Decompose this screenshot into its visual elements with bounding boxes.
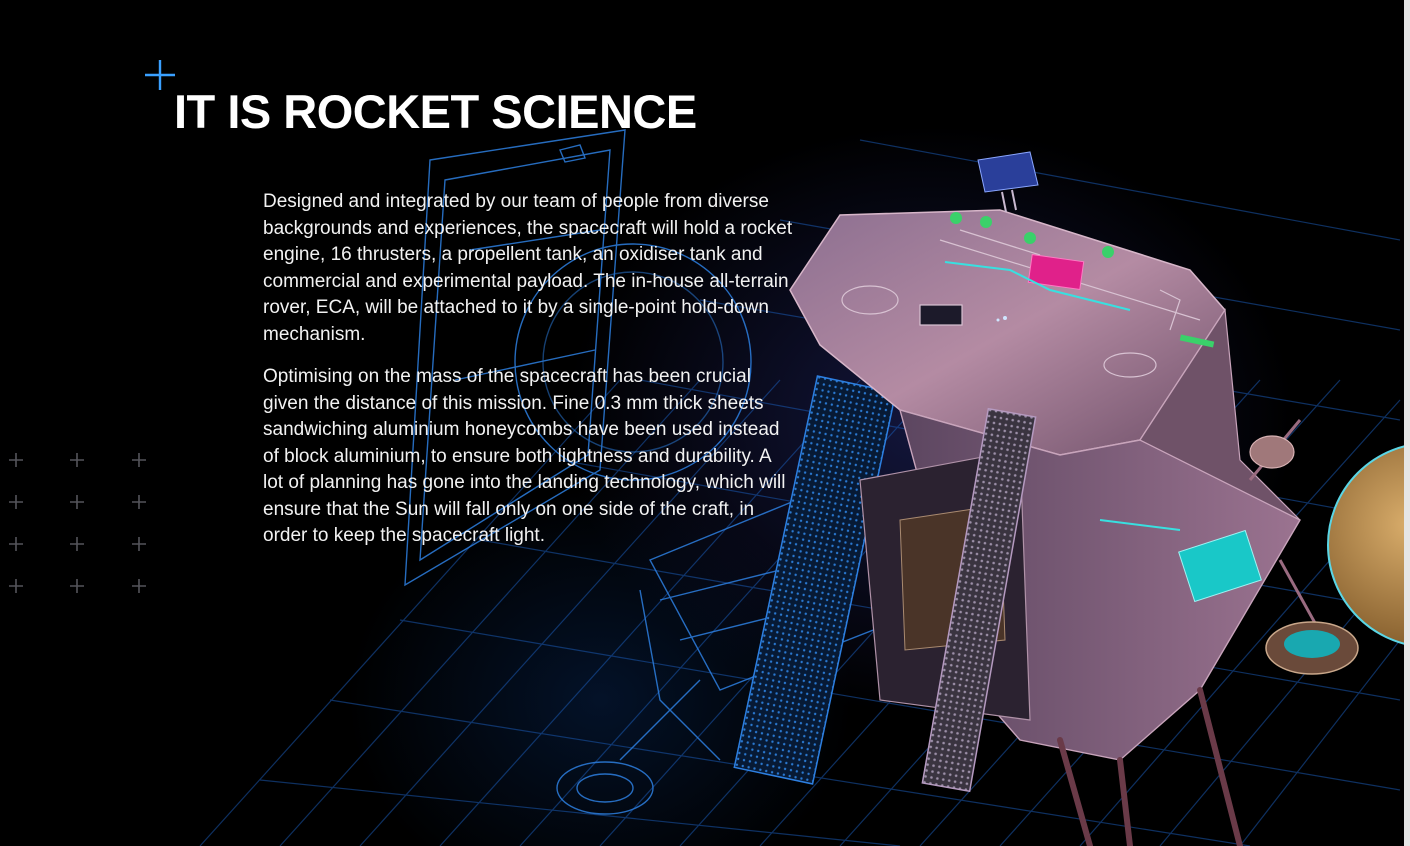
section-body: Designed and integrated by our team of p…	[263, 189, 793, 566]
scrollbar[interactable]	[1404, 0, 1410, 846]
plus-grid-icon	[9, 453, 146, 593]
body-paragraph-2: Optimising on the mass of the spacecraft…	[263, 366, 786, 546]
page-title: IT IS ROCKET SCIENCE	[174, 85, 697, 138]
plus-icon	[145, 60, 175, 90]
section-heading: IT IS ROCKET SCIENCE	[143, 58, 763, 148]
body-paragraph-1: Designed and integrated by our team of p…	[263, 191, 793, 345]
